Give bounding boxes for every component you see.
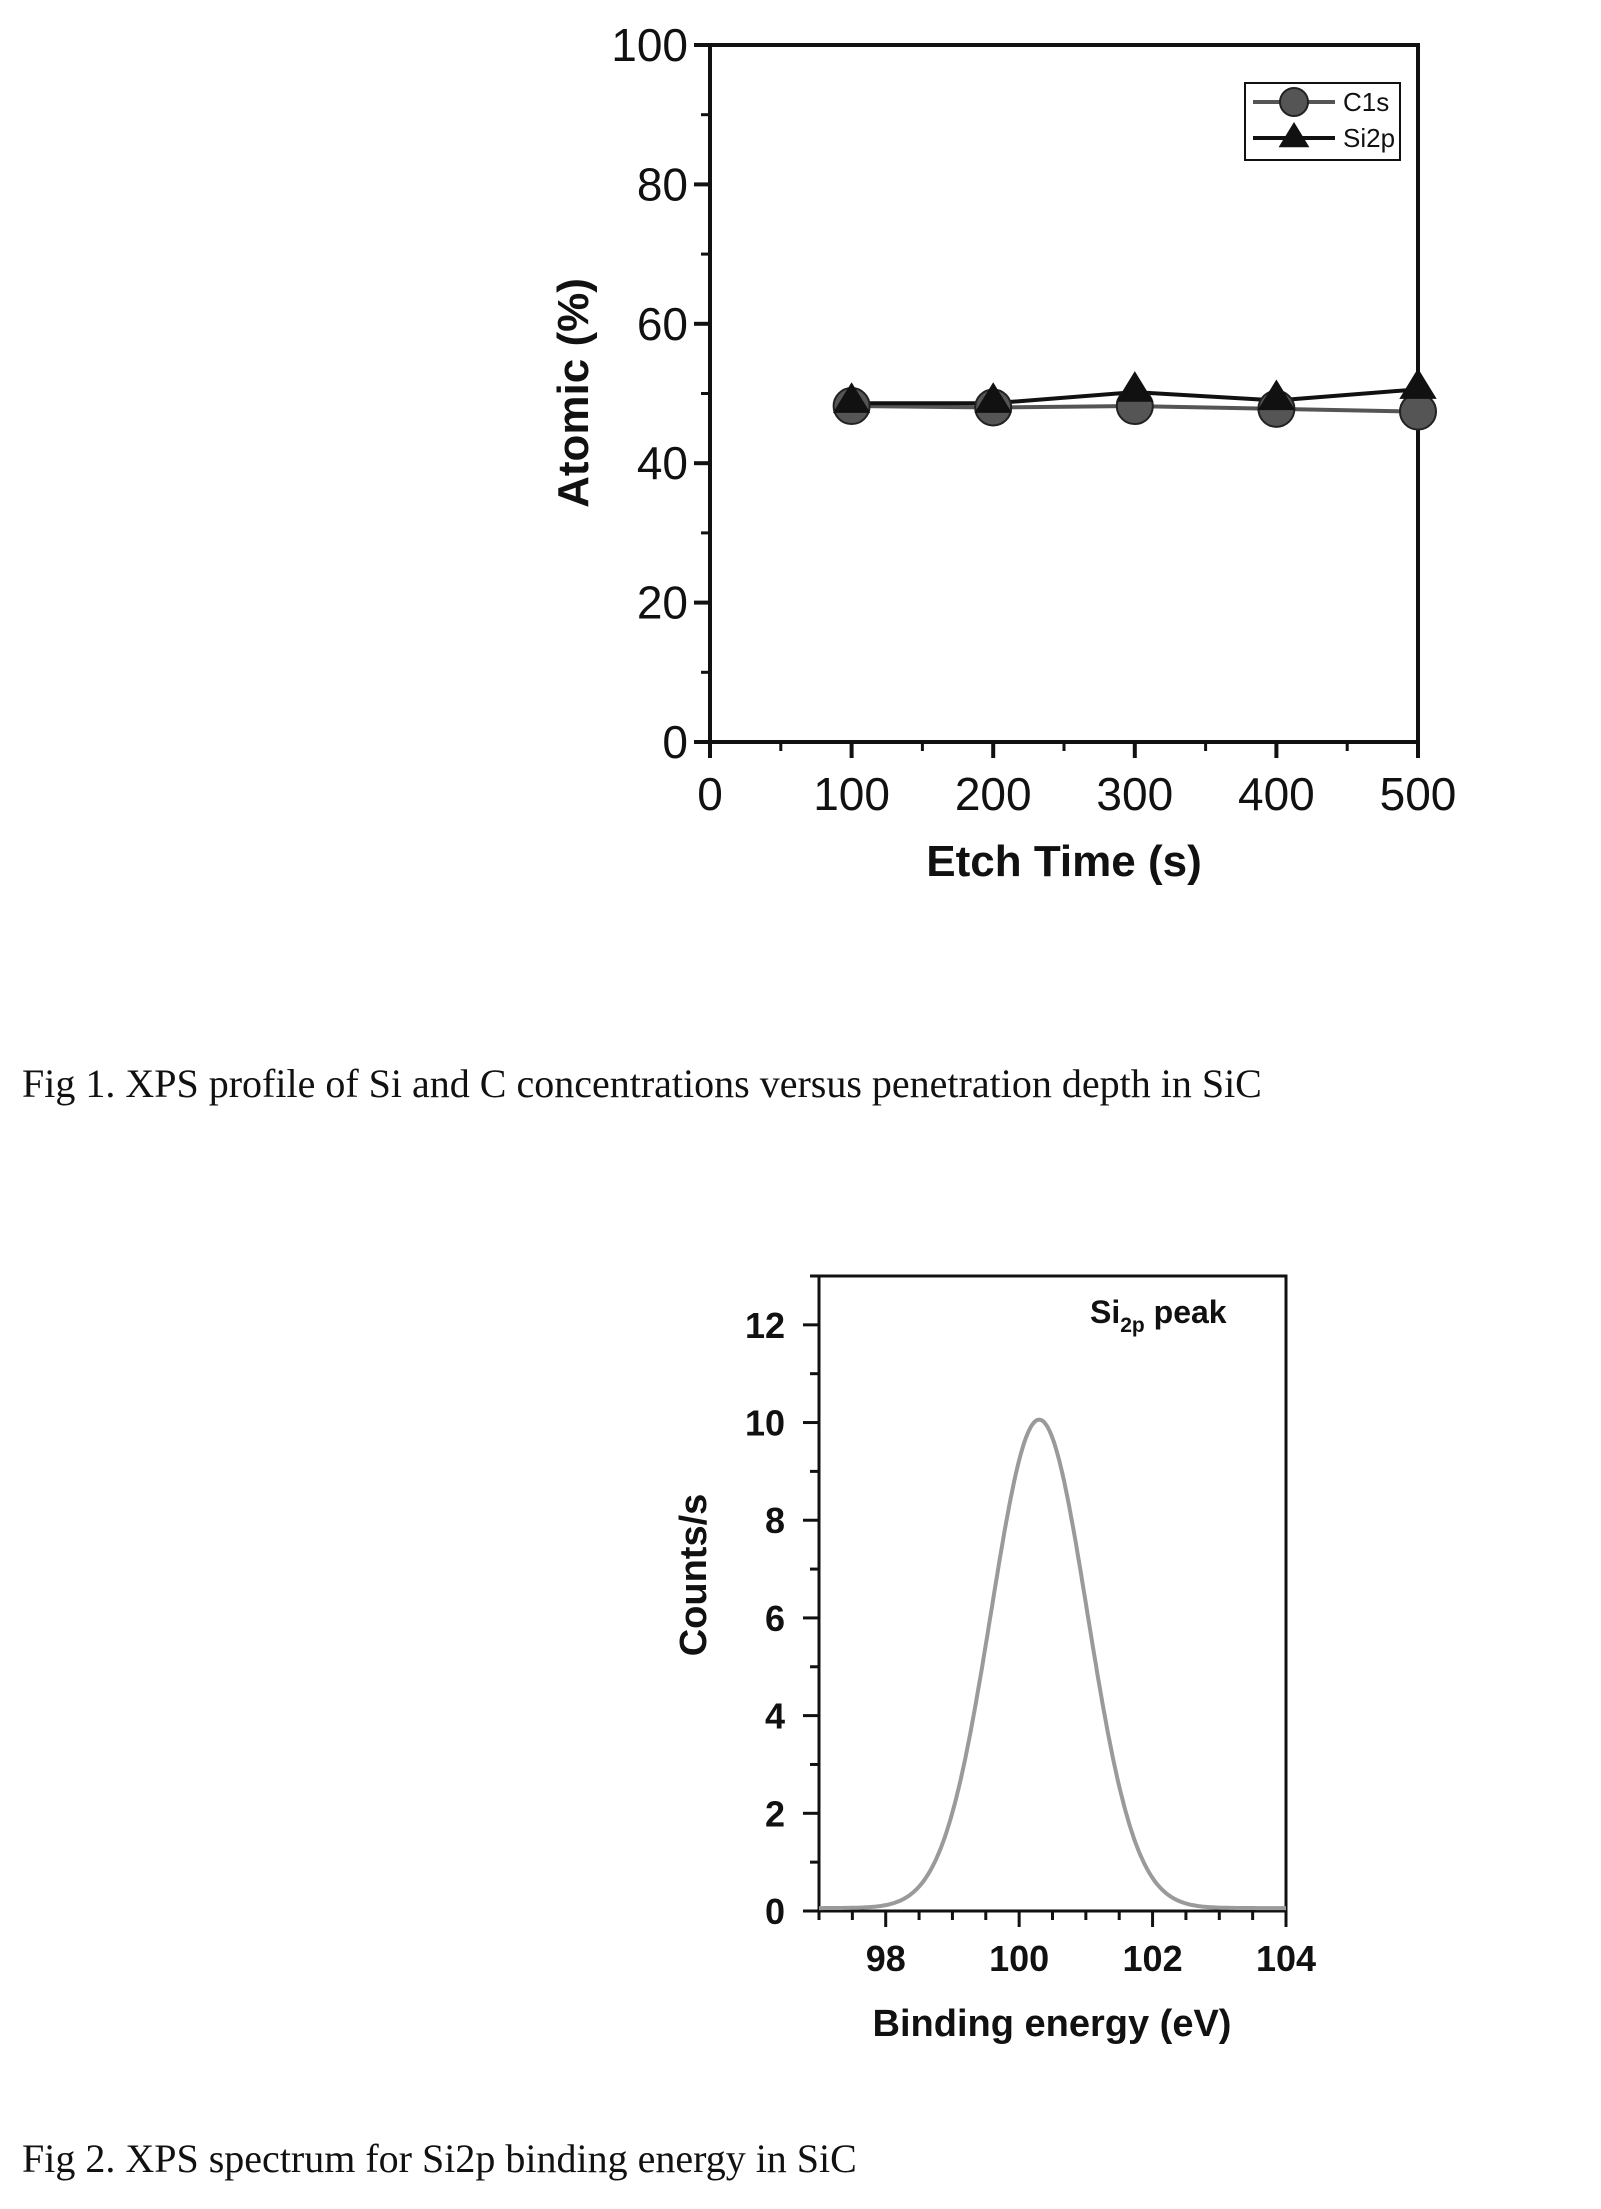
fig1-y-tick-label: 40 [637,437,688,489]
fig1-x-ticks: 0 100 200 300 400 500 [697,742,1456,820]
fig1-y-tick-label: 80 [637,158,688,210]
fig1-x-axis-title: Etch Time (s) [926,837,1201,886]
fig2-y-tick-label: 10 [745,1403,785,1444]
fig1-point-si2p [1257,379,1296,411]
fig1-point-si2p [974,382,1012,413]
fig1-legend-label-si2p: Si2p [1343,123,1395,153]
fig2-peak-annotation: Si2p peak [1090,1294,1227,1337]
fig1-x-tick-label: 100 [813,768,890,820]
fig2-caption: Fig 2. XPS spectrum for Si2p binding ene… [22,2136,857,2181]
fig1-y-axis-title: Atomic (%) [549,278,598,508]
fig2-x-tick-label: 100 [989,1938,1049,1979]
fig1-legend-label-c1s: C1s [1343,87,1389,117]
fig1-legend: C1s Si2p [1244,82,1401,161]
fig1-legend-box [1244,82,1401,161]
fig1-legend-marker-si2p [1278,122,1310,148]
fig2-spectrum-line [819,1417,1286,1911]
fig2-x-tick-label: 102 [1123,1938,1183,1979]
fig2-annotation-sub: 2p [1120,1314,1145,1337]
fig1-y-tick-label: 20 [637,577,688,629]
fig2-y-tick-label: 2 [765,1793,785,1834]
fig2-annotation-tail: peak [1145,1294,1227,1330]
fig2-annotation-main: Si [1090,1294,1120,1330]
fig2-y-tick-label: 8 [765,1500,785,1541]
fig1-point-si2p [832,382,871,413]
fig1-point-si2p [1399,368,1437,399]
fig2-plot-frame [817,1274,1288,1913]
fig1-y-tick-label: 0 [662,716,688,768]
fig2-y-tick-label: 12 [745,1305,785,1346]
fig2-x-tick-label: 98 [866,1938,906,1979]
fig2-y-tick-label: 6 [765,1598,785,1639]
fig1-series-markers [832,368,1437,431]
fig1-chart: 0 20 40 60 80 100 0 100 200 300 400 500 Etch Time … [549,19,1456,886]
fig1-x-tick-label: 400 [1238,768,1315,820]
fig2-x-ticks: 98 100 102 104 [817,1911,1316,1979]
fig1-point-si2p [1116,371,1154,402]
fig2-y-axis-title: Counts/s [673,1494,715,1657]
fig2-y-tick-label: 4 [765,1696,785,1737]
fig2-y-tick-label: 0 [765,1891,785,1932]
fig1-x-tick-label: 0 [697,768,723,820]
fig1-caption: Fig 1. XPS profile of Si and C concentra… [22,1061,1262,1106]
fig1-y-tick-label: 100 [611,19,688,71]
fig1-legend-marker-c1s [1279,87,1309,117]
fig1-y-ticks: 0 20 40 60 80 100 [611,19,710,768]
fig1-y-tick-label: 60 [637,298,688,350]
fig1-x-tick-label: 300 [1096,768,1173,820]
fig2-x-axis-title: Binding energy (eV) [873,2003,1232,2045]
fig1-x-tick-label: 200 [955,768,1032,820]
fig2-x-tick-label: 104 [1256,1938,1316,1979]
fig2-y-ticks: 0 2 4 6 8 10 12 [745,1274,819,1932]
fig1-x-tick-label: 500 [1380,768,1457,820]
